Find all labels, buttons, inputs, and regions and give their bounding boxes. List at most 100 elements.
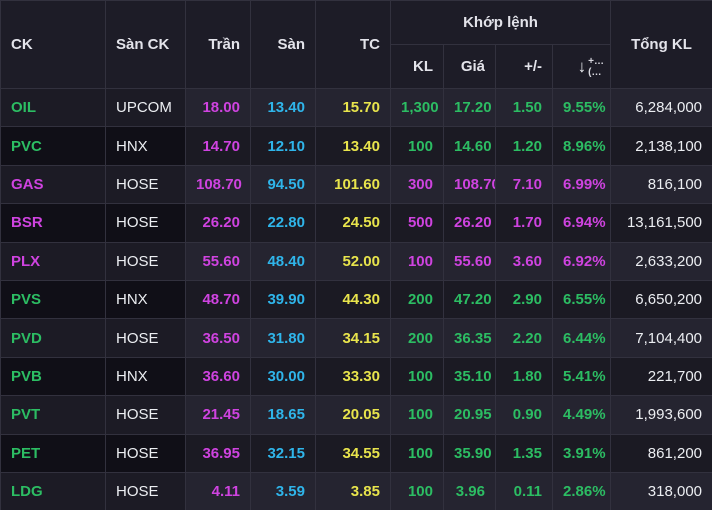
cell-change: 1.70	[495, 203, 553, 243]
cell-matched-volume: 200	[390, 279, 444, 320]
cell-matched-volume: 100	[390, 471, 444, 510]
table-row[interactable]: GAS HOSE 108.70 94.50 101.60 300 108.70 …	[0, 164, 712, 205]
cell-exchange: HOSE	[105, 395, 186, 435]
cell-change-percent: 5.41%	[551, 356, 612, 397]
cell-reference-price: 20.05	[315, 395, 391, 435]
table-row[interactable]: BSR HOSE 26.20 22.80 24.50 500 26.20 1.7…	[0, 203, 712, 243]
header-floor-price: Sàn	[250, 0, 316, 89]
cell-floor-price: 12.10	[250, 126, 316, 166]
cell-reference-price: 101.60	[315, 164, 391, 205]
cell-matched-volume: 300	[390, 164, 444, 205]
cell-change: 2.90	[495, 279, 553, 320]
cell-ticker[interactable]: PLX	[0, 241, 106, 281]
cell-change: 1.20	[495, 126, 553, 166]
cell-ticker[interactable]: PVT	[0, 395, 106, 435]
cell-matched-price: 35.90	[443, 433, 496, 473]
cell-matched-price: 35.10	[443, 356, 496, 397]
cell-matched-price: 55.60	[443, 241, 496, 281]
cell-ticker[interactable]: PVS	[0, 279, 106, 320]
table-row[interactable]: OIL UPCOM 18.00 13.40 15.70 1,300 17.20 …	[0, 87, 712, 128]
cell-ticker[interactable]: OIL	[0, 87, 106, 128]
cell-matched-price: 36.35	[443, 318, 496, 358]
cell-ceiling-price: 14.70	[185, 126, 251, 166]
cell-exchange: HOSE	[105, 241, 186, 281]
cell-reference-price: 3.85	[315, 471, 391, 510]
cell-change: 0.11	[495, 471, 553, 510]
cell-change: 1.50	[495, 87, 553, 128]
cell-ceiling-price: 48.70	[185, 279, 251, 320]
cell-change: 1.80	[495, 356, 553, 397]
cell-ticker[interactable]: LDG	[0, 471, 106, 510]
cell-change-percent: 6.55%	[551, 279, 612, 320]
cell-matched-volume: 100	[390, 126, 444, 166]
cell-floor-price: 32.15	[250, 433, 316, 473]
header-ceiling-price: Trần	[185, 0, 251, 89]
table-header: CK Sàn CK Trần Sàn TC Khớp lệnh Tổng KL …	[0, 0, 712, 89]
table-row[interactable]: PET HOSE 36.95 32.15 34.55 100 35.90 1.3…	[0, 433, 712, 473]
cell-total-volume: 221,700	[610, 356, 712, 397]
cell-total-volume: 7,104,400	[610, 318, 712, 358]
table-row[interactable]: PVC HNX 14.70 12.10 13.40 100 14.60 1.20…	[0, 126, 712, 166]
cell-change: 2.20	[495, 318, 553, 358]
cell-change-percent: 8.96%	[551, 126, 612, 166]
cell-reference-price: 33.30	[315, 356, 391, 397]
cell-ticker[interactable]: BSR	[0, 203, 106, 243]
cell-floor-price: 22.80	[250, 203, 316, 243]
cell-total-volume: 816,100	[610, 164, 712, 205]
table-row[interactable]: LDG HOSE 4.11 3.59 3.85 100 3.96 0.11 2.…	[0, 471, 712, 510]
cell-total-volume: 2,138,100	[610, 126, 712, 166]
table-row[interactable]: PLX HOSE 55.60 48.40 52.00 100 55.60 3.6…	[0, 241, 712, 281]
header-matched-volume: KL	[390, 44, 444, 89]
table-body: OIL UPCOM 18.00 13.40 15.70 1,300 17.20 …	[0, 87, 712, 510]
cell-exchange: HOSE	[105, 471, 186, 510]
cell-total-volume: 6,284,000	[610, 87, 712, 128]
table-row[interactable]: PVS HNX 48.70 39.90 44.30 200 47.20 2.90…	[0, 279, 712, 320]
cell-matched-volume: 100	[390, 356, 444, 397]
cell-matched-price: 47.20	[443, 279, 496, 320]
sort-label: +… (…	[588, 55, 605, 78]
cell-matched-price: 26.20	[443, 203, 496, 243]
cell-ticker[interactable]: PET	[0, 433, 106, 473]
cell-ceiling-price: 21.45	[185, 395, 251, 435]
cell-exchange: HNX	[105, 356, 186, 397]
cell-floor-price: 39.90	[250, 279, 316, 320]
cell-ticker[interactable]: PVB	[0, 356, 106, 397]
cell-reference-price: 52.00	[315, 241, 391, 281]
table-row[interactable]: PVT HOSE 21.45 18.65 20.05 100 20.95 0.9…	[0, 395, 712, 435]
table-row[interactable]: PVD HOSE 36.50 31.80 34.15 200 36.35 2.2…	[0, 318, 712, 358]
header-ticker: CK	[0, 0, 106, 89]
cell-ticker[interactable]: PVC	[0, 126, 106, 166]
header-exchange: Sàn CK	[105, 0, 186, 89]
cell-matched-volume: 200	[390, 318, 444, 358]
cell-exchange: HOSE	[105, 164, 186, 205]
cell-floor-price: 18.65	[250, 395, 316, 435]
cell-change-percent: 6.99%	[551, 164, 612, 205]
cell-matched-price: 14.60	[443, 126, 496, 166]
cell-ticker[interactable]: PVD	[0, 318, 106, 358]
cell-total-volume: 1,993,600	[610, 395, 712, 435]
table-row[interactable]: PVB HNX 36.60 30.00 33.30 100 35.10 1.80…	[0, 356, 712, 397]
cell-matched-price: 108.70	[443, 164, 496, 205]
header-change-percent-sort[interactable]: ↓ +… (…	[551, 44, 612, 89]
cell-exchange: HOSE	[105, 318, 186, 358]
cell-total-volume: 861,200	[610, 433, 712, 473]
cell-matched-volume: 1,300	[390, 87, 444, 128]
cell-change: 7.10	[495, 164, 553, 205]
cell-floor-price: 48.40	[250, 241, 316, 281]
cell-ceiling-price: 36.50	[185, 318, 251, 358]
cell-change-percent: 4.49%	[551, 395, 612, 435]
header-change: +/-	[495, 44, 553, 89]
cell-floor-price: 31.80	[250, 318, 316, 358]
cell-matched-price: 17.20	[443, 87, 496, 128]
cell-ceiling-price: 36.95	[185, 433, 251, 473]
cell-reference-price: 15.70	[315, 87, 391, 128]
cell-change-percent: 3.91%	[551, 433, 612, 473]
cell-change-percent: 6.94%	[551, 203, 612, 243]
cell-exchange: HOSE	[105, 203, 186, 243]
header-matched-price: Giá	[443, 44, 496, 89]
cell-reference-price: 34.15	[315, 318, 391, 358]
cell-change: 3.60	[495, 241, 553, 281]
sort-descending-icon: ↓	[577, 56, 587, 76]
cell-ticker[interactable]: GAS	[0, 164, 106, 205]
